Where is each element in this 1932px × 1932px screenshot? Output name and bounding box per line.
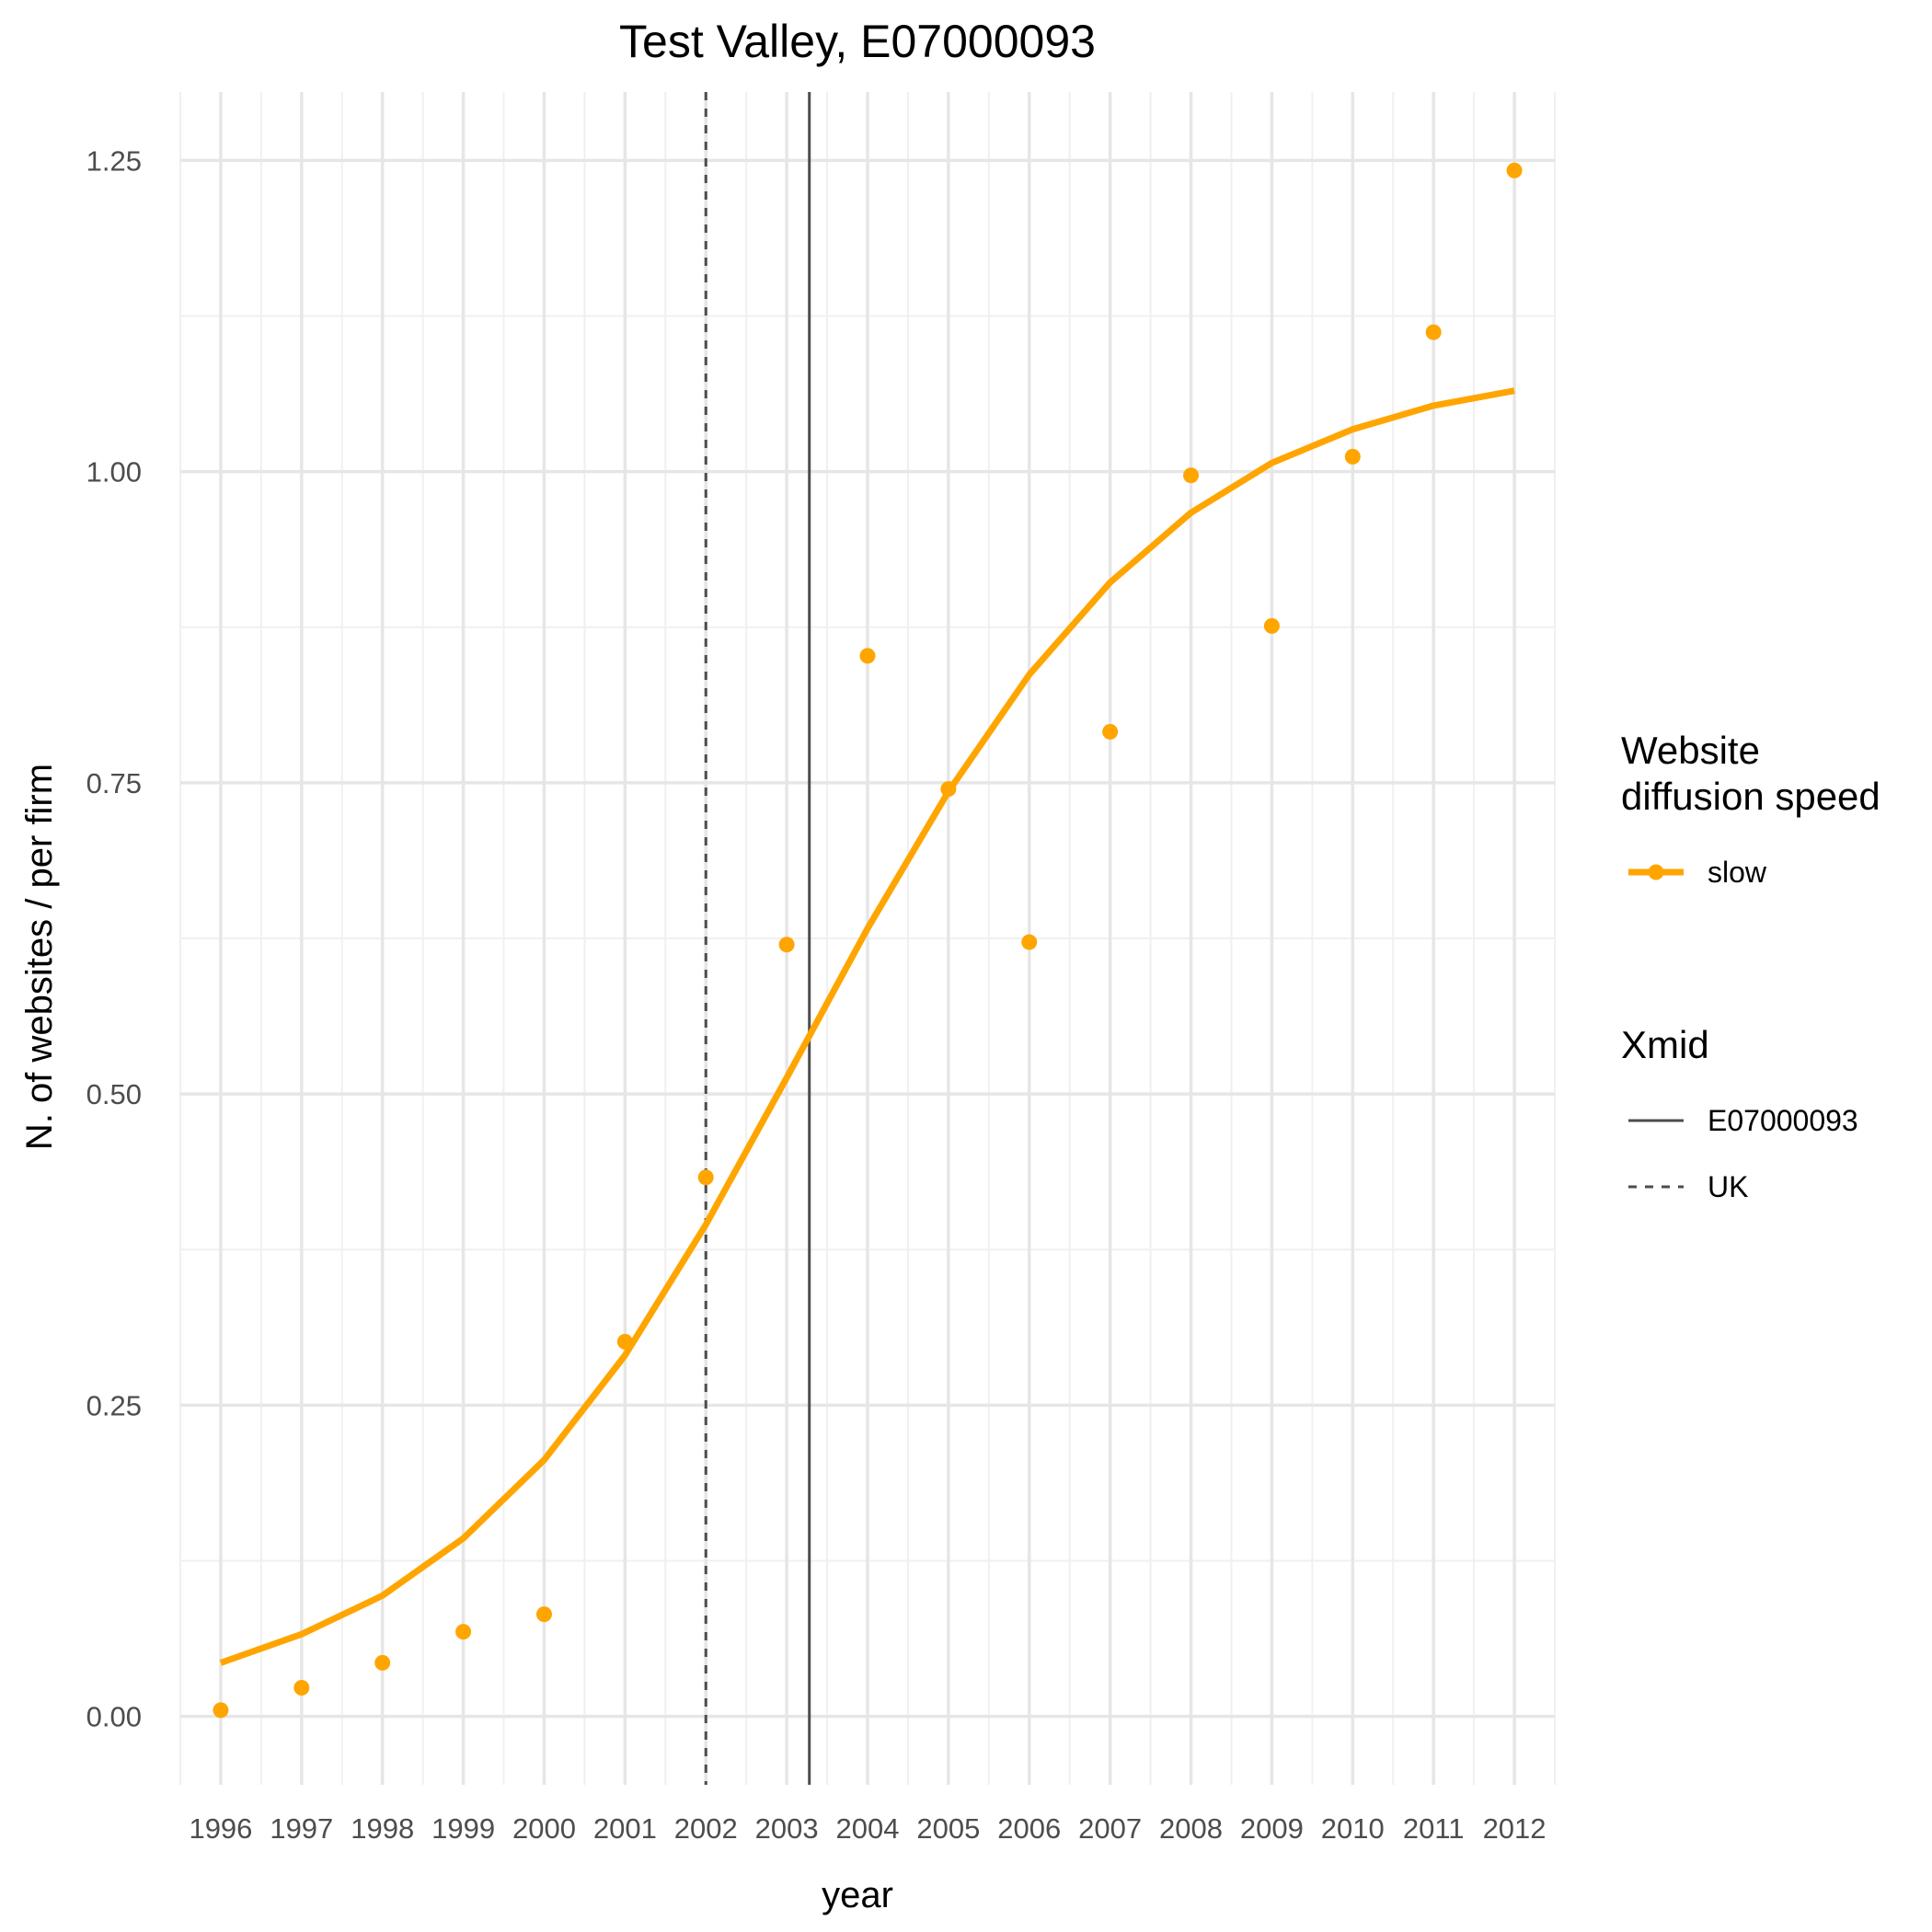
data-point xyxy=(535,1606,552,1623)
data-point xyxy=(455,1624,472,1640)
data-point xyxy=(697,1169,714,1186)
y-axis-ticks: 0.00 0.25 0.50 0.75 1.00 1.25 xyxy=(86,144,142,1732)
x-tick-label: 2003 xyxy=(755,1812,819,1845)
x-tick-label: 2007 xyxy=(1078,1812,1142,1845)
legend-label: slow xyxy=(1708,856,1767,889)
data-point xyxy=(374,1654,391,1671)
data-point xyxy=(1506,162,1523,178)
data-point xyxy=(1102,723,1119,740)
data-point xyxy=(616,1333,633,1350)
series-line-slow xyxy=(219,387,1515,1666)
y-tick-label: 0.00 xyxy=(86,1701,142,1733)
y-tick-label: 0.25 xyxy=(86,1389,142,1421)
reference-lines xyxy=(704,92,811,1785)
x-tick-label: 2008 xyxy=(1159,1812,1223,1845)
legend-title: Xmid xyxy=(1621,1023,1709,1066)
x-tick-label: 1999 xyxy=(431,1812,495,1845)
data-point xyxy=(859,648,876,664)
x-tick-label: 2012 xyxy=(1483,1812,1547,1845)
data-point xyxy=(1425,324,1442,340)
x-tick-label: 2002 xyxy=(674,1812,738,1845)
y-tick-label: 1.25 xyxy=(86,144,142,177)
legend-title: diffusion speed xyxy=(1621,775,1880,818)
legend-key-point xyxy=(1648,864,1664,880)
x-axis-title: year xyxy=(822,1875,893,1915)
x-tick-label: 2000 xyxy=(512,1812,576,1845)
y-axis-title: N. of websites / per firm xyxy=(19,764,60,1150)
y-tick-label: 0.75 xyxy=(86,767,142,799)
grid xyxy=(179,92,1556,1785)
data-points xyxy=(213,162,1523,1719)
data-point xyxy=(293,1679,310,1696)
x-tick-label: 2004 xyxy=(836,1812,900,1845)
data-point xyxy=(1021,934,1038,950)
data-point xyxy=(213,1702,229,1719)
data-point xyxy=(940,781,957,798)
legend-title: Website xyxy=(1621,729,1760,772)
x-tick-label: 2006 xyxy=(997,1812,1061,1845)
x-tick-label: 1997 xyxy=(270,1812,333,1845)
y-tick-label: 0.50 xyxy=(86,1078,142,1110)
x-tick-label: 2009 xyxy=(1240,1812,1304,1845)
x-tick-label: 2001 xyxy=(593,1812,657,1845)
data-point xyxy=(1263,617,1280,634)
x-tick-label: 2011 xyxy=(1403,1812,1465,1845)
data-point xyxy=(778,937,795,953)
x-tick-label: 1998 xyxy=(351,1812,414,1845)
x-tick-label: 2005 xyxy=(916,1812,980,1845)
x-axis-ticks: 1996 1997 1998 1999 2000 2001 2002 2003 2004 2005… xyxy=(189,1812,1546,1845)
x-tick-label: 2010 xyxy=(1321,1812,1385,1845)
data-point xyxy=(1183,467,1200,484)
x-tick-label: 1996 xyxy=(189,1812,252,1845)
fitted-line-layer xyxy=(219,387,1515,1666)
legend-label: UK xyxy=(1708,1170,1748,1203)
legend-label: E07000093 xyxy=(1708,1104,1858,1137)
data-point xyxy=(1344,448,1361,465)
y-tick-label: 1.00 xyxy=(86,456,142,489)
chart-title: Test Valley, E07000093 xyxy=(619,16,1096,67)
